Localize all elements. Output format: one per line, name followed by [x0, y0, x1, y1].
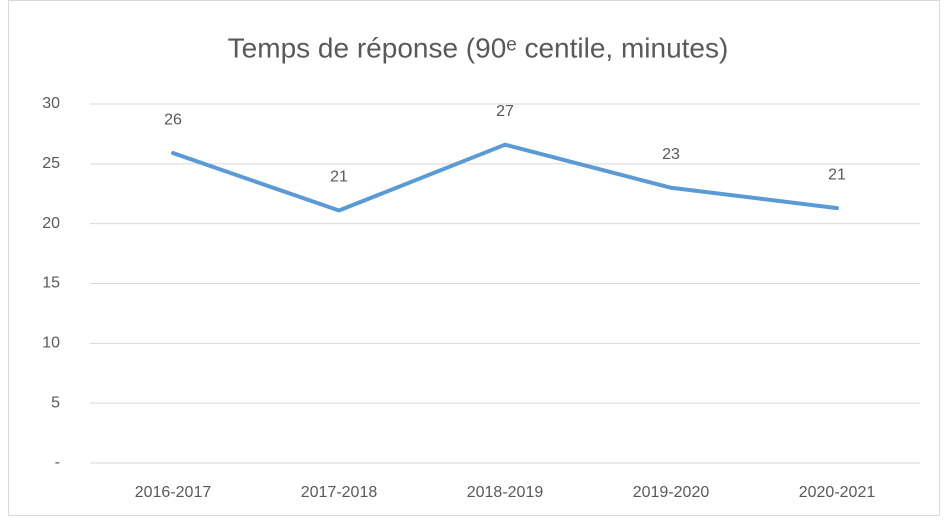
y-tick-label: 5	[51, 394, 60, 411]
chart-border	[8, 0, 940, 516]
x-tick-label: 2016-2017	[135, 484, 212, 501]
y-tick-label: 25	[42, 155, 60, 172]
chart-title: Temps de réponse (90ᵉ centile, minutes)	[228, 32, 729, 63]
y-tick-label: 10	[42, 335, 60, 352]
data-label: 26	[164, 111, 182, 128]
x-tick-label: 2019-2020	[633, 484, 710, 501]
x-tick-label: 2017-2018	[301, 484, 378, 501]
data-label: 21	[330, 169, 348, 186]
y-tick-label: -	[55, 454, 60, 471]
y-tick-label: 15	[42, 275, 60, 292]
data-label: 21	[828, 166, 846, 183]
line	[171, 142, 839, 213]
x-tick-label: 2018-2019	[467, 484, 544, 501]
y-tick-label: 20	[42, 215, 60, 232]
data-label: 23	[662, 146, 680, 163]
x-tick-label: 2020-2021	[799, 484, 876, 501]
data-label: 27	[496, 103, 514, 120]
y-tick-label: 30	[42, 95, 60, 112]
